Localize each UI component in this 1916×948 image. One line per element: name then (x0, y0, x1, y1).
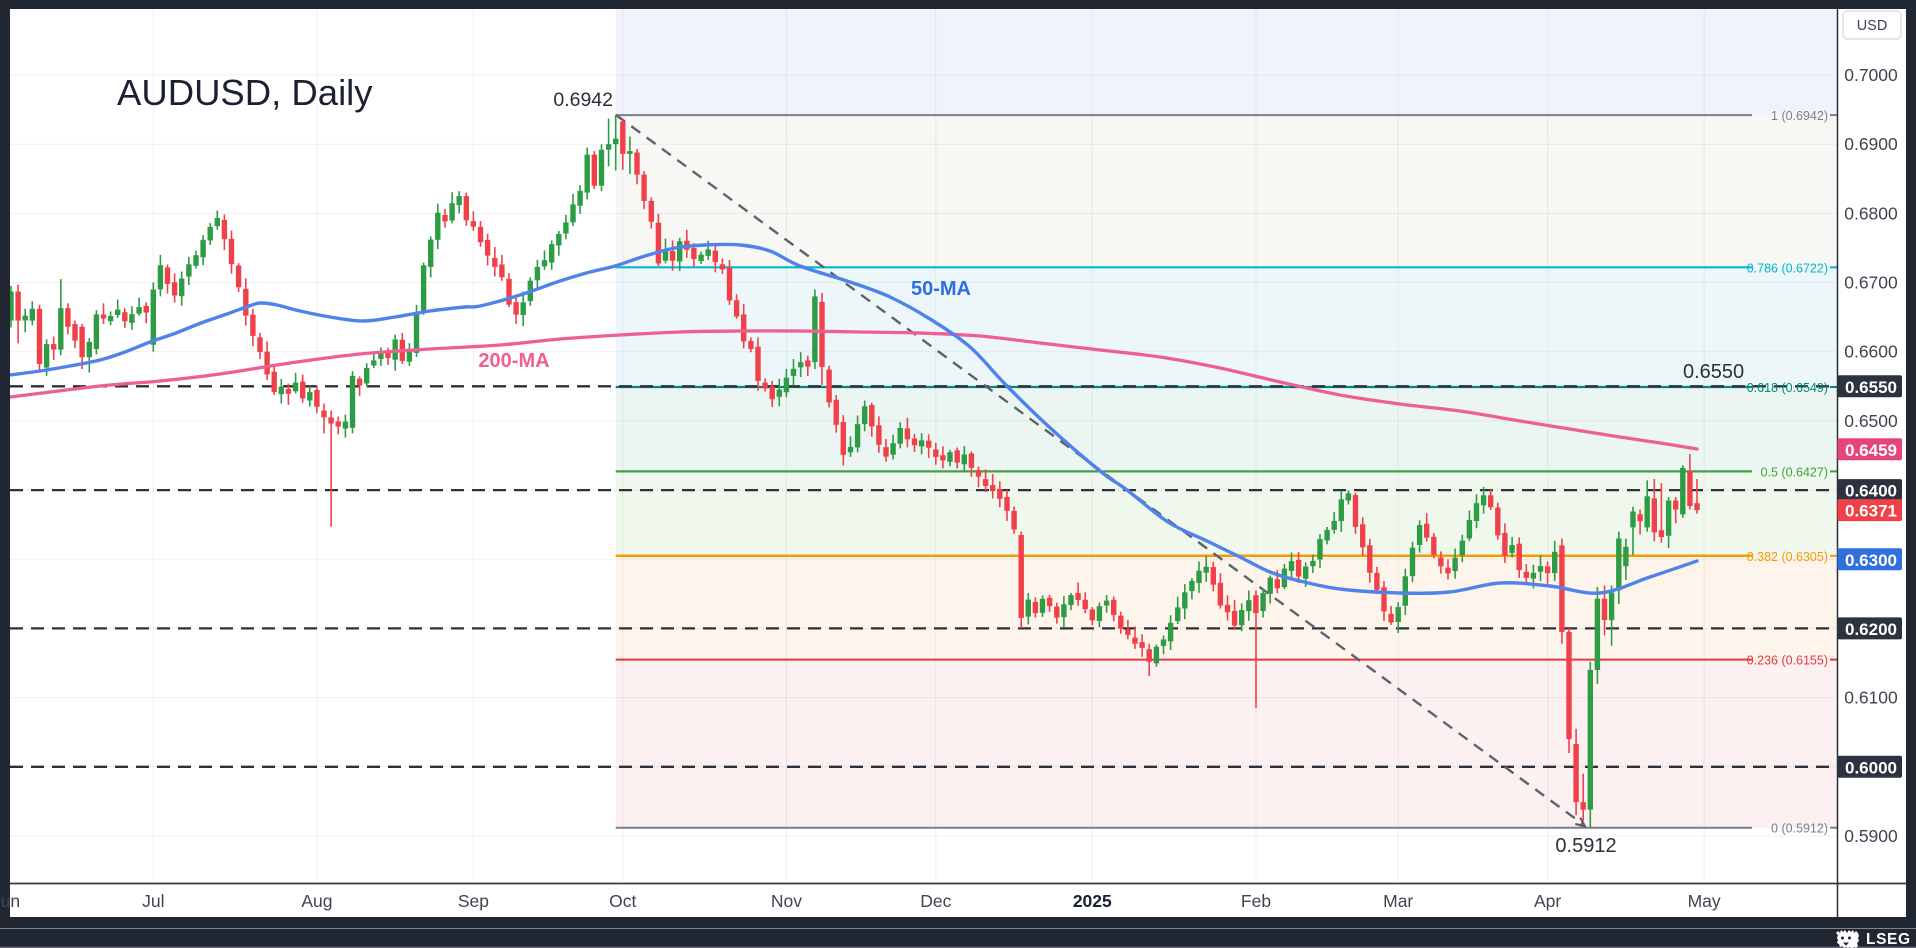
svg-text:Jun: Jun (0, 891, 20, 911)
svg-text:0.382 (0.6305): 0.382 (0.6305) (1747, 550, 1828, 564)
svg-text:0.6459: 0.6459 (1845, 441, 1897, 460)
svg-text:Dec: Dec (920, 891, 951, 911)
svg-text:200-MA: 200-MA (478, 350, 549, 372)
svg-text:0.6100: 0.6100 (1844, 688, 1898, 708)
svg-text:Jul: Jul (142, 891, 164, 911)
svg-text:0.6000: 0.6000 (1845, 758, 1897, 777)
svg-text:0.6600: 0.6600 (1844, 342, 1898, 362)
svg-text:0.6550: 0.6550 (1845, 378, 1897, 397)
svg-text:0.6942: 0.6942 (553, 89, 613, 111)
svg-text:0.6700: 0.6700 (1844, 273, 1898, 293)
svg-text:USD: USD (1857, 18, 1888, 34)
svg-text:50-MA: 50-MA (911, 278, 971, 300)
svg-text:Nov: Nov (771, 891, 802, 911)
svg-text:0.6300: 0.6300 (1845, 551, 1897, 570)
svg-text:2025: 2025 (1073, 891, 1112, 911)
svg-text:0.6800: 0.6800 (1844, 203, 1898, 223)
svg-text:0.236 (0.6155): 0.236 (0.6155) (1747, 654, 1828, 668)
svg-text:0.7000: 0.7000 (1844, 65, 1898, 85)
svg-text:0.6900: 0.6900 (1844, 134, 1898, 154)
svg-text:Apr: Apr (1534, 891, 1561, 911)
svg-text:0.6500: 0.6500 (1844, 411, 1898, 431)
svg-text:Mar: Mar (1383, 891, 1413, 911)
svg-text:0.6550: 0.6550 (1683, 361, 1744, 383)
svg-text:LSEG: LSEG (1866, 931, 1911, 948)
svg-text:Sep: Sep (458, 891, 489, 911)
svg-text:0.6200: 0.6200 (1845, 620, 1897, 639)
svg-text:Oct: Oct (609, 891, 636, 911)
svg-text:0.5900: 0.5900 (1844, 826, 1898, 846)
svg-text:Aug: Aug (301, 891, 332, 911)
svg-text:May: May (1688, 891, 1721, 911)
svg-text:0.5 (0.6427): 0.5 (0.6427) (1761, 465, 1828, 479)
svg-text:Feb: Feb (1241, 891, 1271, 911)
svg-text:AUDUSD, Daily: AUDUSD, Daily (117, 72, 373, 113)
svg-text:0 (0.5912): 0 (0.5912) (1771, 822, 1828, 836)
svg-text:0.786 (0.6722): 0.786 (0.6722) (1747, 261, 1828, 275)
svg-text:1 (0.6942): 1 (0.6942) (1771, 109, 1828, 123)
svg-text:0.6371: 0.6371 (1845, 502, 1897, 521)
svg-text:0.618 (0.6549): 0.618 (0.6549) (1747, 381, 1828, 395)
svg-text:0.5912: 0.5912 (1555, 835, 1616, 857)
svg-text:0.6400: 0.6400 (1845, 482, 1897, 501)
